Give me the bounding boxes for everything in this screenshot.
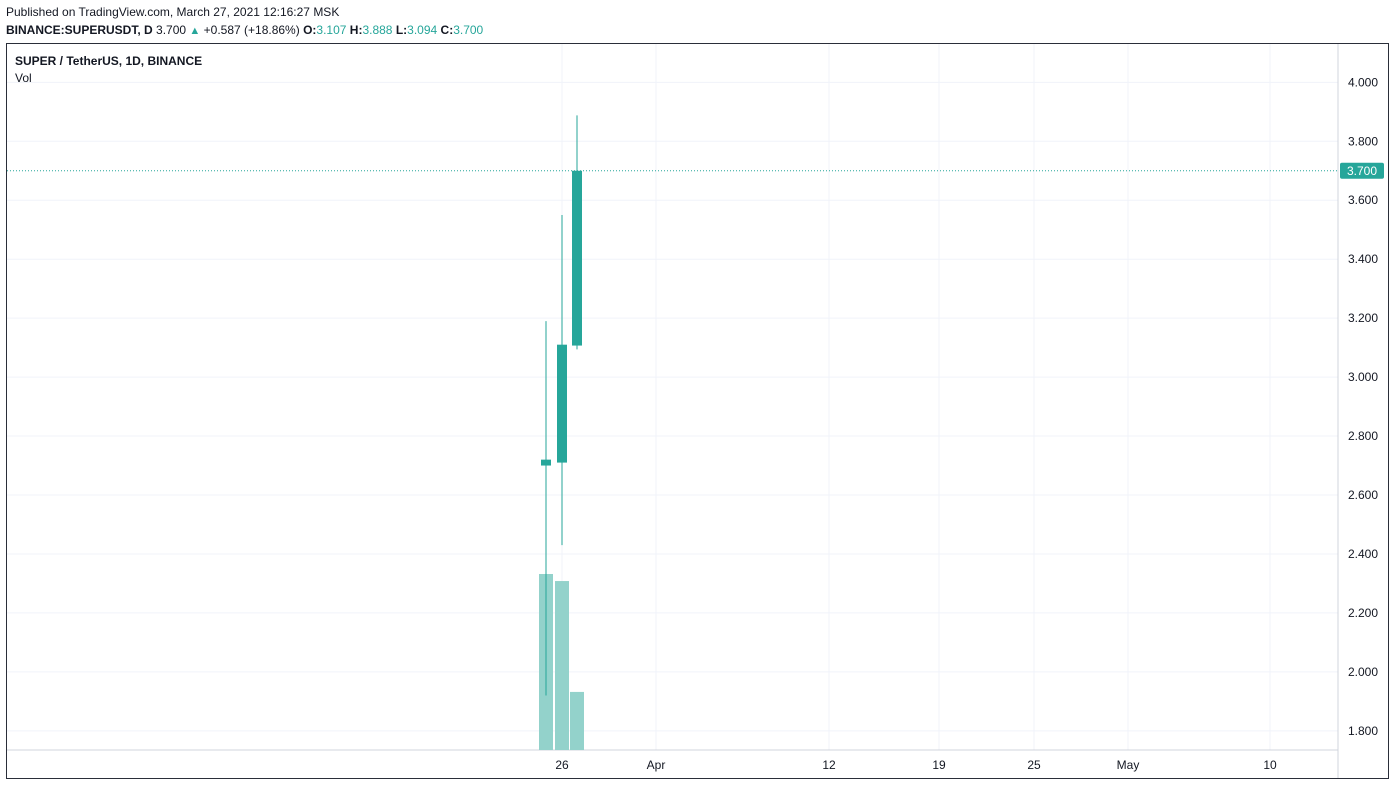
low-value: 3.094: [407, 23, 438, 37]
close-label: C:: [440, 23, 454, 37]
volume-bar[interactable]: [555, 581, 569, 750]
x-axis-tick-label: Apr: [647, 758, 666, 772]
last-price: 3.700: [156, 23, 187, 37]
y-axis-tick-label: 3.200: [1348, 311, 1378, 325]
high-value: 3.888: [362, 23, 393, 37]
x-axis-tick-label: 10: [1263, 758, 1277, 772]
x-axis-tick-label: 26: [555, 758, 569, 772]
y-axis-tick-label: 3.000: [1348, 370, 1378, 384]
x-axis-tick-label: May: [1117, 758, 1140, 772]
y-axis-tick-label: 3.800: [1348, 134, 1378, 148]
y-axis-tick-label: 3.400: [1348, 252, 1378, 266]
y-axis-tick-label: 2.600: [1348, 488, 1378, 502]
candle-body[interactable]: [541, 459, 551, 466]
chart-frame[interactable]: [6, 43, 1389, 779]
volume-bar[interactable]: [570, 691, 584, 750]
up-arrow-icon: ▲: [189, 25, 201, 37]
last-price-badge-label: 3.700: [1347, 164, 1377, 178]
close-value: 3.700: [453, 23, 484, 37]
chart-legend-title: SUPER / TetherUS, 1D, BINANCE: [15, 54, 203, 68]
open-value: 3.107: [316, 23, 347, 37]
y-axis-tick-label: 2.800: [1348, 429, 1378, 443]
published-line: Published on TradingView.com, March 27, …: [6, 5, 340, 19]
y-axis-tick-label: 3.600: [1348, 193, 1378, 207]
y-axis-tick-label: 2.400: [1348, 547, 1378, 561]
symbol-label: BINANCE:SUPERUSDT, D: [6, 23, 153, 37]
last-price-badge: [1340, 162, 1384, 179]
candle-body[interactable]: [572, 170, 582, 346]
high-label: H:: [349, 23, 363, 37]
open-label: O:: [303, 23, 317, 37]
price-change: +0.587 (+18.86%): [203, 23, 300, 37]
y-axis-tick-label: 2.000: [1348, 665, 1378, 679]
volume-legend: Vol: [15, 71, 32, 85]
low-label: L:: [395, 23, 408, 37]
candle-body[interactable]: [557, 344, 567, 463]
y-axis-tick-label: 1.800: [1348, 724, 1378, 738]
x-axis-tick-label: 12: [822, 758, 836, 772]
y-axis-tick-label: 2.200: [1348, 606, 1378, 620]
x-axis-tick-label: 19: [932, 758, 946, 772]
symbol-info-line: BINANCE:SUPERUSDT, D 3.700 ▲ +0.587 (+18…: [6, 23, 483, 38]
y-axis-tick-label: 4.000: [1348, 75, 1378, 89]
x-axis-tick-label: 25: [1027, 758, 1041, 772]
